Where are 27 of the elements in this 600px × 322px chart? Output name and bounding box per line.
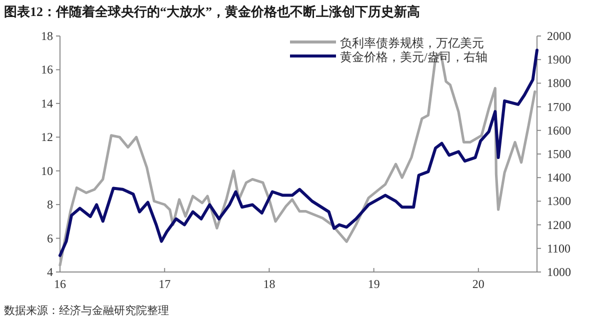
y2-tick-label: 1800 bbox=[547, 76, 571, 90]
y2-tick-label: 1000 bbox=[547, 265, 571, 279]
y2-tick-label: 1900 bbox=[547, 52, 571, 67]
y-tick-label: 8 bbox=[47, 198, 53, 212]
y-tick-label: 10 bbox=[41, 164, 53, 178]
title: 图表12：伴随着全球央行的“大放水”，黄金价格也不断上涨创下历史新高 bbox=[4, 4, 420, 19]
legend-label: 黄金价格，美元/盎司，右轴 bbox=[340, 50, 488, 64]
y-tick-label: 12 bbox=[41, 130, 53, 144]
y2-tick-label: 1700 bbox=[547, 100, 571, 114]
y2-tick-label: 2000 bbox=[547, 29, 571, 43]
y2-tick-label: 1100 bbox=[547, 241, 571, 256]
x-tick-label: 20 bbox=[472, 277, 484, 291]
legend-label: 负利率债券规模，万亿美元 bbox=[340, 36, 484, 50]
y2-tick-label: 1400 bbox=[547, 170, 571, 185]
y-tick-label: 16 bbox=[41, 62, 53, 77]
x-tick-label: 18 bbox=[263, 277, 276, 291]
y-tick-label: 6 bbox=[47, 231, 53, 246]
y2-tick-label: 1500 bbox=[547, 147, 571, 161]
x-tick-label: 17 bbox=[158, 277, 171, 291]
y2-tick-label: 1600 bbox=[547, 123, 571, 138]
x-tick-label: 19 bbox=[368, 277, 380, 291]
y-tick-label: 18 bbox=[41, 29, 53, 43]
annotation: 数据来源：经济与金融研究院整理 bbox=[4, 305, 169, 317]
y2-tick-label: 1300 bbox=[547, 194, 571, 208]
y-tick-label: 14 bbox=[41, 96, 53, 110]
y2-tick-label: 1200 bbox=[547, 218, 571, 232]
y-tick-label: 4 bbox=[47, 265, 53, 279]
